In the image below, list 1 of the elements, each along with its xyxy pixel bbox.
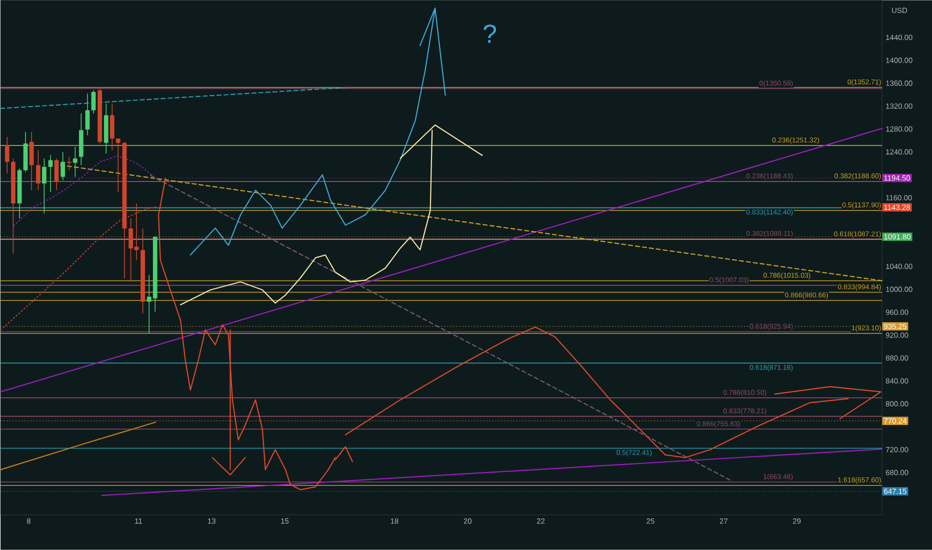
annotation: ? xyxy=(484,24,496,43)
